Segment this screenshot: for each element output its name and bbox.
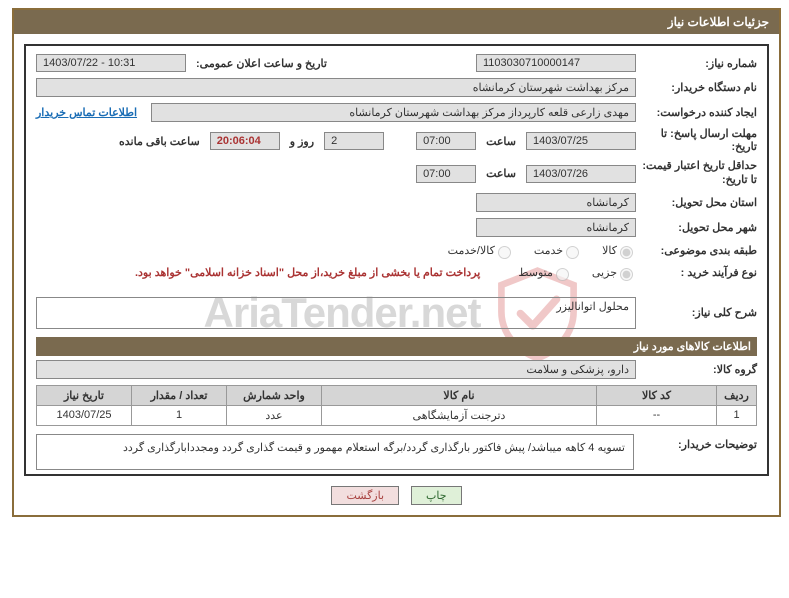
province-value: کرمانشاه (476, 193, 636, 212)
time-word-1: ساعت (482, 135, 520, 148)
table-head-row: ردیف کد کالا نام کالا واحد شمارش تعداد /… (37, 385, 757, 405)
th-item-name: نام کالا (322, 385, 597, 405)
days-remain: 2 (324, 132, 384, 150)
opt-motavaset-label: متوسط (518, 266, 553, 279)
need-number-label: شماره نیاز: (642, 57, 757, 70)
price-valid-date: 1403/07/26 (526, 165, 636, 183)
treasury-note: پرداخت تمام یا بخشی از مبلغ خرید،از محل … (135, 266, 480, 279)
th-need-date: تاریخ نیاز (37, 385, 132, 405)
th-qty: تعداد / مقدار (132, 385, 227, 405)
time-word-2: ساعت (482, 167, 520, 180)
buyer-contact-link[interactable]: اطلاعات تماس خریدار (36, 106, 137, 119)
td-item-code: -- (597, 405, 717, 425)
row-province: استان محل تحویل: کرمانشاه (36, 193, 757, 212)
resp-time: 07:00 (416, 132, 476, 150)
opt-kala-label: کالا (602, 244, 617, 257)
panel: جزئیات اطلاعات نیاز شماره نیاز: 11030307… (12, 8, 781, 517)
radio-kala-khadamat (498, 246, 511, 259)
row-requester: ایجاد کننده درخواست: مهدی زارعی قلعه کار… (36, 103, 757, 122)
th-unit: واحد شمارش (227, 385, 322, 405)
row-response-deadline: مهلت ارسال پاسخ: تا تاریخ: 1403/07/25 سا… (36, 128, 757, 154)
panel-title: جزئیات اطلاعات نیاز (14, 10, 779, 34)
radio-motavaset (556, 268, 569, 281)
opt-kala-khadamat[interactable]: کالا/خدمت (448, 243, 514, 259)
group-label: گروه کالا: (642, 363, 757, 376)
opt-motavaset[interactable]: متوسط (518, 265, 572, 281)
row-classification: طبقه بندی موضوعی: کالا خدمت کالا/خدمت (36, 243, 757, 259)
buyer-value: مرکز بهداشت شهرستان کرمانشاه (36, 78, 636, 97)
row-buyer: نام دستگاه خریدار: مرکز بهداشت شهرستان ک… (36, 78, 757, 97)
td-qty: 1 (132, 405, 227, 425)
notes-label: توضیحات خریدار: (642, 434, 757, 470)
resp-date: 1403/07/25 (526, 132, 636, 150)
goods-table: ردیف کد کالا نام کالا واحد شمارش تعداد /… (36, 385, 757, 426)
notes-value: تسویه 4 کاهه میباشد/ پیش فاکتور بارگذاری… (36, 434, 634, 470)
requester-value: مهدی زارعی قلعه کارپرداز مرکز بهداشت شهر… (151, 103, 636, 122)
radio-khadamat (566, 246, 579, 259)
opt-jozei-label: جزیی (592, 266, 617, 279)
subject-value: محلول اتوانالیزر (36, 297, 636, 329)
row-city: شهر محل تحویل: کرمانشاه (36, 218, 757, 237)
th-item-code: کد کالا (597, 385, 717, 405)
form-box: شماره نیاز: 1103030710000147 تاریخ و ساع… (24, 44, 769, 476)
province-label: استان محل تحویل: (642, 196, 757, 209)
row-group: گروه کالا: دارو، پزشکی و سلامت (36, 360, 757, 379)
row-process-type: نوع فرآیند خرید : جزیی متوسط پرداخت تمام… (36, 265, 757, 281)
row-need-number: شماره نیاز: 1103030710000147 تاریخ و ساع… (36, 54, 757, 72)
radio-kala (620, 246, 633, 259)
radio-jozei (620, 268, 633, 281)
process-type-label: نوع فرآیند خرید : (642, 266, 757, 279)
group-value: دارو، پزشکی و سلامت (36, 360, 636, 379)
announce-label: تاریخ و ساعت اعلان عمومی: (192, 57, 331, 70)
classif-label: طبقه بندی موضوعی: (642, 244, 757, 257)
back-button[interactable]: بازگشت (331, 486, 399, 505)
opt-kala[interactable]: کالا (602, 243, 636, 259)
announce-value: 1403/07/22 - 10:31 (36, 54, 186, 72)
td-row: 1 (717, 405, 757, 425)
row-subject: شرح کلی نیاز: محلول اتوانالیزر (36, 297, 757, 329)
button-row: چاپ بازگشت (14, 486, 779, 505)
city-value: کرمانشاه (476, 218, 636, 237)
time-remain: 20:06:04 (210, 132, 280, 150)
subject-label: شرح کلی نیاز: (642, 306, 757, 319)
price-valid-time: 07:00 (416, 165, 476, 183)
requester-label: ایجاد کننده درخواست: (642, 106, 757, 119)
days-word: روز و (286, 135, 318, 148)
td-item-name: دترجنت آزمایشگاهی (322, 405, 597, 425)
resp-deadline-label: مهلت ارسال پاسخ: تا تاریخ: (642, 128, 757, 154)
row-notes: توضیحات خریدار: تسویه 4 کاهه میباشد/ پیش… (36, 434, 757, 470)
remain-word: ساعت باقی مانده (115, 135, 204, 148)
price-valid-label: حداقل تاریخ اعتبار قیمت: تا تاریخ: (642, 160, 757, 186)
row-price-validity: حداقل تاریخ اعتبار قیمت: تا تاریخ: 1403/… (36, 160, 757, 186)
th-row: ردیف (717, 385, 757, 405)
table-row: 1 -- دترجنت آزمایشگاهی عدد 1 1403/07/25 (37, 405, 757, 425)
buyer-label: نام دستگاه خریدار: (642, 81, 757, 94)
opt-jozei[interactable]: جزیی (592, 265, 636, 281)
td-unit: عدد (227, 405, 322, 425)
td-need-date: 1403/07/25 (37, 405, 132, 425)
opt-kala-khadamat-label: کالا/خدمت (448, 244, 495, 257)
opt-khadamat[interactable]: خدمت (534, 243, 582, 259)
city-label: شهر محل تحویل: (642, 221, 757, 234)
goods-heading: اطلاعات کالاهای مورد نیاز (36, 337, 757, 356)
opt-khadamat-label: خدمت (534, 244, 563, 257)
print-button[interactable]: چاپ (411, 486, 462, 505)
need-number-value: 1103030710000147 (476, 54, 636, 72)
